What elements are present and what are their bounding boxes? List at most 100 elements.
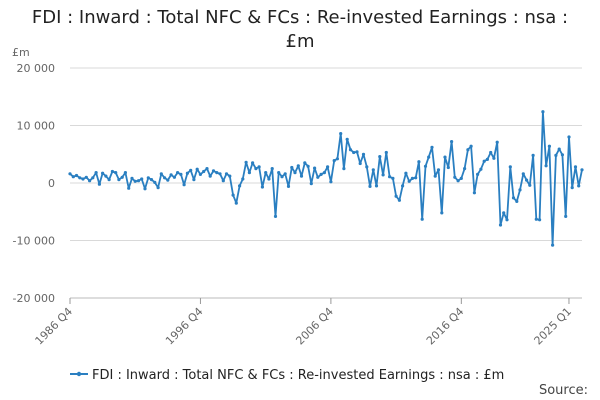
data-point [440,211,444,215]
data-point [215,171,219,175]
data-point [463,167,467,171]
data-point [345,137,349,141]
data-point [557,147,561,151]
data-point [143,187,147,191]
data-point [388,175,392,179]
chart-title-line-2: £m [285,31,315,52]
data-point [202,169,206,174]
data-point [283,172,287,176]
data-point [176,171,180,175]
data-point [91,176,95,180]
data-point [534,217,538,221]
x-tick-label: 2006 Q4 [293,305,336,348]
data-point [286,184,291,188]
data-point [446,165,450,170]
data-point [107,178,111,182]
data-point [136,179,141,183]
data-point [554,153,558,157]
source-label[interactable]: Source: [539,383,588,398]
data-point [94,171,98,175]
data-point [104,174,108,178]
data-point [498,223,503,227]
data-point [355,150,359,154]
data-point [515,199,519,203]
data-point [277,171,281,175]
data-point [573,165,578,169]
data-point [303,161,307,165]
data-point [423,164,428,168]
data-point [339,132,343,136]
data-point [342,167,346,171]
y-tick-label: -20 000 [13,292,55,305]
data-point [544,164,548,168]
data-point [466,148,470,152]
data-point [361,152,366,156]
data-point [430,145,434,149]
data-point [547,144,552,148]
data-point [485,157,489,161]
data-point [580,168,584,172]
x-axis-ticks: 1986 Q4 1996 Q4 2006 Q4 2016 Q4 2025 Q1 [33,297,582,348]
data-point [182,183,186,187]
data-point [185,171,189,175]
y-tick-label: -10 000 [13,235,55,248]
data-point [560,153,565,157]
series-line [69,110,583,247]
data-point [420,217,424,221]
data-point [228,174,232,178]
data-point [221,179,225,183]
data-point [270,167,274,171]
data-point [140,177,144,181]
data-point [299,174,304,178]
data-point [374,184,379,188]
data-point [456,179,460,183]
data-point [127,186,131,190]
data-point [241,177,245,181]
data-point [407,179,411,183]
chart-title: FDI : Inward : Total NFC & FCs : Re-inve… [0,6,600,54]
data-point [381,173,385,177]
data-point [450,140,454,144]
data-point [521,172,525,176]
data-point [68,172,72,176]
data-point [401,184,405,188]
data-point [218,172,222,176]
data-point [417,160,421,164]
data-point [296,164,300,168]
data-point [114,171,118,175]
data-point [306,164,310,168]
data-point [326,165,330,169]
data-point [518,188,522,192]
data-point [505,218,509,222]
data-point [495,140,499,144]
legend[interactable]: FDI : Inward : Total NFC & FCs : Re-inve… [70,368,504,383]
y-axis-ticks: 20 000 10 000 0 -10 000 -20 000 [13,62,55,305]
data-point [231,193,235,197]
data-point [195,167,199,171]
data-point [577,184,581,188]
data-point [71,175,75,179]
data-point [332,159,336,163]
data-point [88,179,92,183]
data-point [159,172,163,176]
data-point [192,178,196,182]
data-point [257,165,261,169]
data-point [384,150,388,155]
data-point [264,171,268,175]
data-point [208,174,212,178]
data-point [551,243,555,247]
data-point [436,168,441,172]
x-tick-label: 1996 Q4 [163,305,206,348]
data-point [234,201,238,205]
data-point [251,161,255,165]
data-point [476,172,480,176]
data-point [267,177,271,181]
data-point [244,160,248,164]
data-point [469,144,473,148]
data-point [313,166,317,170]
data-point [322,171,326,175]
data-point [414,176,418,180]
data-point [309,182,313,186]
data-point [348,148,353,152]
